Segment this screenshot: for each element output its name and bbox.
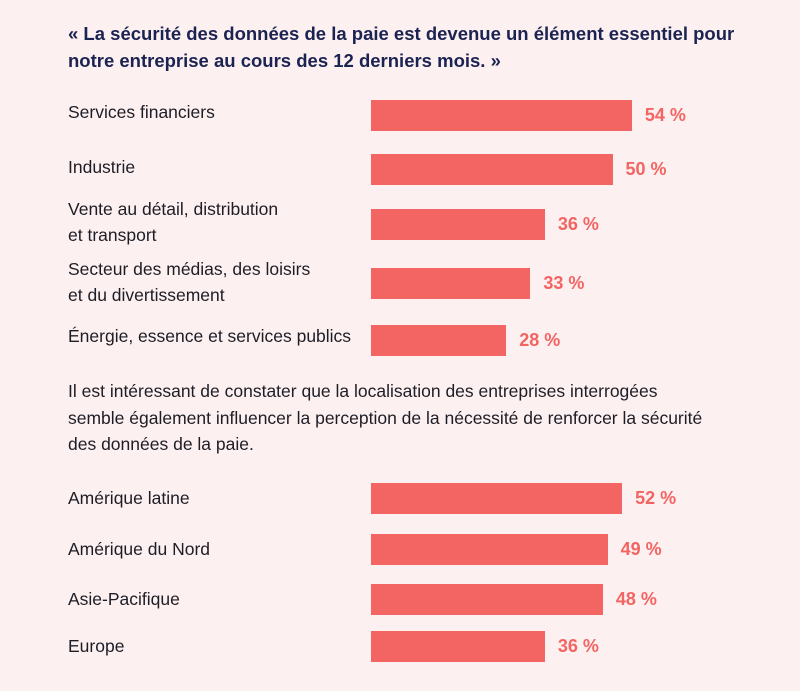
region-bar-label: Amérique du Nord xyxy=(68,536,210,562)
region-bar-label: Europe xyxy=(68,633,124,659)
sector-bar-label: Secteur des médias, des loisirs et du div… xyxy=(68,256,310,308)
sector-bar-label: Services financiers xyxy=(68,99,215,125)
sector-bar xyxy=(371,324,507,356)
sector-bar-label-line: Services financiers xyxy=(68,102,215,122)
region-bar xyxy=(371,482,623,514)
sector-bar-value: 33 % xyxy=(543,272,585,293)
region-bar-value: 36 % xyxy=(557,635,599,656)
sector-bar-label-line: Secteur des médias, des loisirs xyxy=(68,259,311,279)
region-bar-label-line: Europe xyxy=(68,636,125,656)
region-bar-value: 48 % xyxy=(615,588,657,609)
region-bar xyxy=(371,533,608,565)
sector-bar-label-line: Industrie xyxy=(68,157,136,177)
sector-bar-label-line: et du divertissement xyxy=(68,285,225,305)
sector-bar-value: 36 % xyxy=(557,213,599,234)
sector-bar-value: 28 % xyxy=(519,329,561,350)
sector-bar-label-line: Énergie, essence et services publics xyxy=(68,326,352,346)
sector-bar-label-line: et transport xyxy=(68,225,157,245)
region-bar xyxy=(371,630,545,662)
sector-bar-label: Énergie, essence et services publics xyxy=(68,323,351,349)
region-intro-paragraph: Il est intéressant de constater que la l… xyxy=(68,381,703,454)
region-bar-value: 52 % xyxy=(635,487,677,508)
region-bar-label-line: Amérique latine xyxy=(68,488,190,508)
region-bar-label-line: Amérique du Nord xyxy=(68,539,211,559)
sector-bar-label: Industrie xyxy=(68,154,135,180)
region-bar-value: 49 % xyxy=(620,538,662,559)
sector-bar xyxy=(371,153,613,185)
sector-bar-value: 50 % xyxy=(625,158,667,179)
region-bar-label-line: Asie-Pacifique xyxy=(68,589,180,609)
sector-bar-value: 54 % xyxy=(644,104,686,125)
sector-bar xyxy=(371,99,632,131)
chart-title-quote: « La sécurité des données de la paie est… xyxy=(68,23,735,71)
region-bar-label: Asie-Pacifique xyxy=(68,586,180,612)
sector-bar xyxy=(371,267,531,299)
sector-bar xyxy=(371,208,545,240)
region-bar-label: Amérique latine xyxy=(68,485,190,511)
region-bar xyxy=(371,583,603,615)
sector-bar-label-line: Vente au détail, distribution xyxy=(68,199,279,219)
sector-bar-label: Vente au détail, distribution et transpor… xyxy=(68,196,278,248)
